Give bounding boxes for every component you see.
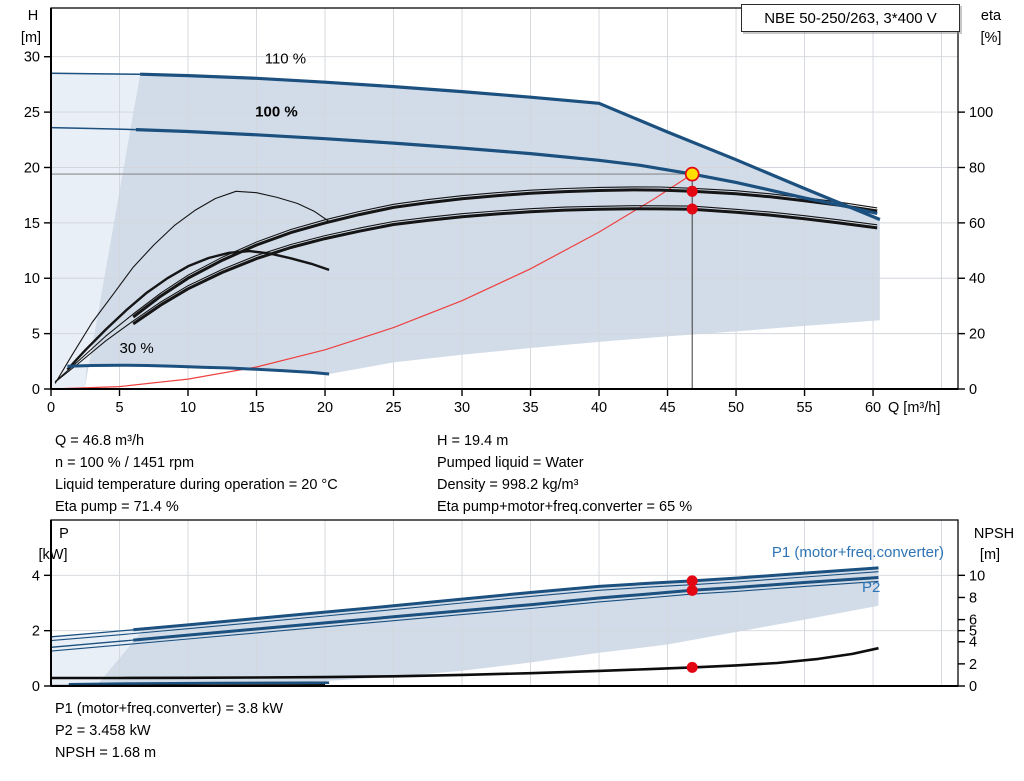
eta-tick-label: 80 [969, 160, 985, 176]
result-liquid: Pumped liquid = Water [437, 455, 584, 471]
eta-tick-label: 40 [969, 271, 985, 287]
h-tick-label: 30 [24, 50, 40, 66]
annotation-label: P1 (motor+freq.converter) [772, 544, 944, 561]
x-tick-label: 15 [248, 400, 264, 416]
npsh-tick-label: 4 [969, 635, 977, 651]
x-tick-label: 50 [728, 400, 744, 416]
annotation-label: Q [m³/h] [888, 400, 940, 416]
annotation-label: [m] [980, 547, 1000, 563]
eta-tick-label: 0 [969, 382, 977, 398]
x-tick-label: 0 [47, 400, 55, 416]
duty-results-right: H = 19.4 m Pumped liquid = Water Density… [437, 430, 692, 518]
eta-tick-label: 100 [969, 105, 993, 121]
eta-tick-label: 20 [969, 327, 985, 343]
h-tick-label: 10 [24, 271, 40, 287]
npsh-tick-label: 5 [969, 624, 977, 640]
result-eta-pump: Eta pump = 71.4 % [55, 499, 179, 515]
result-speed: n = 100 % / 1451 rpm [55, 455, 195, 471]
p1-companion [50, 571, 879, 642]
p-tick-label: 4 [32, 568, 40, 584]
power-envelope-left-pale [51, 629, 145, 686]
p-tick-label: 0 [32, 679, 40, 693]
h-tick-label: 0 [32, 382, 40, 398]
annotation-label: P2 [862, 579, 880, 596]
duty-results-left: Q = 46.8 m³/h n = 100 % / 1451 rpm Liqui… [55, 430, 338, 518]
npsh-tick-label: 8 [969, 590, 977, 606]
annotation-label: 100 % [255, 104, 298, 121]
result-temperature: Liquid temperature during operation = 20… [55, 477, 338, 493]
result-p1: P1 (motor+freq.converter) = 3.8 kW [55, 701, 284, 717]
p30-curve [68, 681, 330, 686]
x-tick-label: 30 [454, 400, 470, 416]
head-110-curve-thin [50, 72, 141, 75]
annotation-label: H [28, 8, 38, 24]
annotation-label: [kW] [39, 547, 68, 563]
hq-curve-chart: 0 5 10 15 20 25 30 35 40 45 50 55 60 0 5 10 15 20 25 30 0 20 4… [21, 7, 1002, 416]
p1-point [686, 575, 698, 587]
annotation-label: 110 % [265, 50, 306, 67]
result-flow: Q = 46.8 m³/h [55, 433, 145, 449]
result-npsh: NPSH = 1.68 m [55, 745, 157, 761]
p1-curve [133, 566, 879, 632]
npsh-tick-label: 2 [969, 657, 977, 673]
x-tick-label: 55 [796, 400, 812, 416]
x-tick-label: 45 [659, 400, 675, 416]
eta-pump-30-curve [54, 190, 330, 384]
x-tick-label: 20 [317, 400, 333, 416]
h-tick-label: 20 [24, 160, 40, 176]
head-100-curve-thin [50, 126, 136, 131]
head-110-curve [140, 72, 881, 221]
x-tick-label: 25 [385, 400, 401, 416]
annotation-label: NPSH [974, 526, 1014, 542]
annotation-label: P [59, 526, 69, 542]
eta-tick-label: 60 [969, 216, 985, 232]
power-results-block: P1 (motor+freq.converter) = 3.8 kW P2 = … [55, 698, 283, 764]
eta-total-curve [132, 207, 878, 326]
pump-model-title-box: NBE 50-250/263, 3*400 V [741, 4, 960, 32]
eta-pump-curve-thin [54, 186, 878, 383]
eta-total-point [686, 203, 698, 215]
duty-point-marker [684, 166, 700, 182]
annotation-label: [m] [21, 30, 41, 46]
result-eta-total: Eta pump+motor+freq.converter = 65 % [437, 499, 693, 515]
p2-companion [50, 580, 879, 652]
result-p2: P2 = 3.458 kW [55, 723, 151, 739]
p2-point [686, 584, 698, 596]
x-tick-label: 35 [522, 400, 538, 416]
envelope-left-pale [51, 73, 141, 390]
x-tick-label: 10 [180, 400, 196, 416]
annotation-label: eta [981, 8, 1002, 24]
npsh-tick-label: 0 [969, 679, 977, 693]
eta-total-curve-thin [54, 205, 878, 383]
npsh-tick-label: 10 [969, 568, 985, 584]
eta-total-30-curve [66, 249, 330, 371]
npsh-curve [51, 646, 879, 680]
npsh-point [686, 661, 698, 673]
head-100-curve [135, 128, 878, 216]
x-tick-label: 5 [115, 400, 123, 416]
h-tick-label: 25 [24, 105, 40, 121]
p1-curve-thin [50, 629, 134, 638]
x-tick-label: 60 [865, 400, 881, 416]
head-30-curve [67, 363, 330, 376]
annotation-label: [%] [981, 30, 1002, 46]
x-tick-label: 40 [591, 400, 607, 416]
operating-envelope [84, 74, 880, 389]
h-tick-label: 15 [24, 216, 40, 232]
annotation-label: 30 % [120, 340, 154, 357]
pump-model-title: NBE 50-250/263, 3*400 V [764, 9, 937, 27]
p-tick-label: 2 [32, 624, 40, 640]
system-curve [50, 173, 693, 390]
p2-curve [133, 576, 879, 642]
eta-pump-point [686, 185, 698, 197]
h-tick-label: 5 [32, 327, 40, 343]
p2-curve-thin [50, 639, 134, 648]
result-density: Density = 998.2 kg/m³ [437, 477, 579, 493]
power-envelope [96, 567, 879, 686]
npsh-tick-label: 6 [969, 613, 977, 629]
result-head: H = 19.4 m [437, 433, 509, 449]
eta-pump-curve [132, 188, 878, 319]
